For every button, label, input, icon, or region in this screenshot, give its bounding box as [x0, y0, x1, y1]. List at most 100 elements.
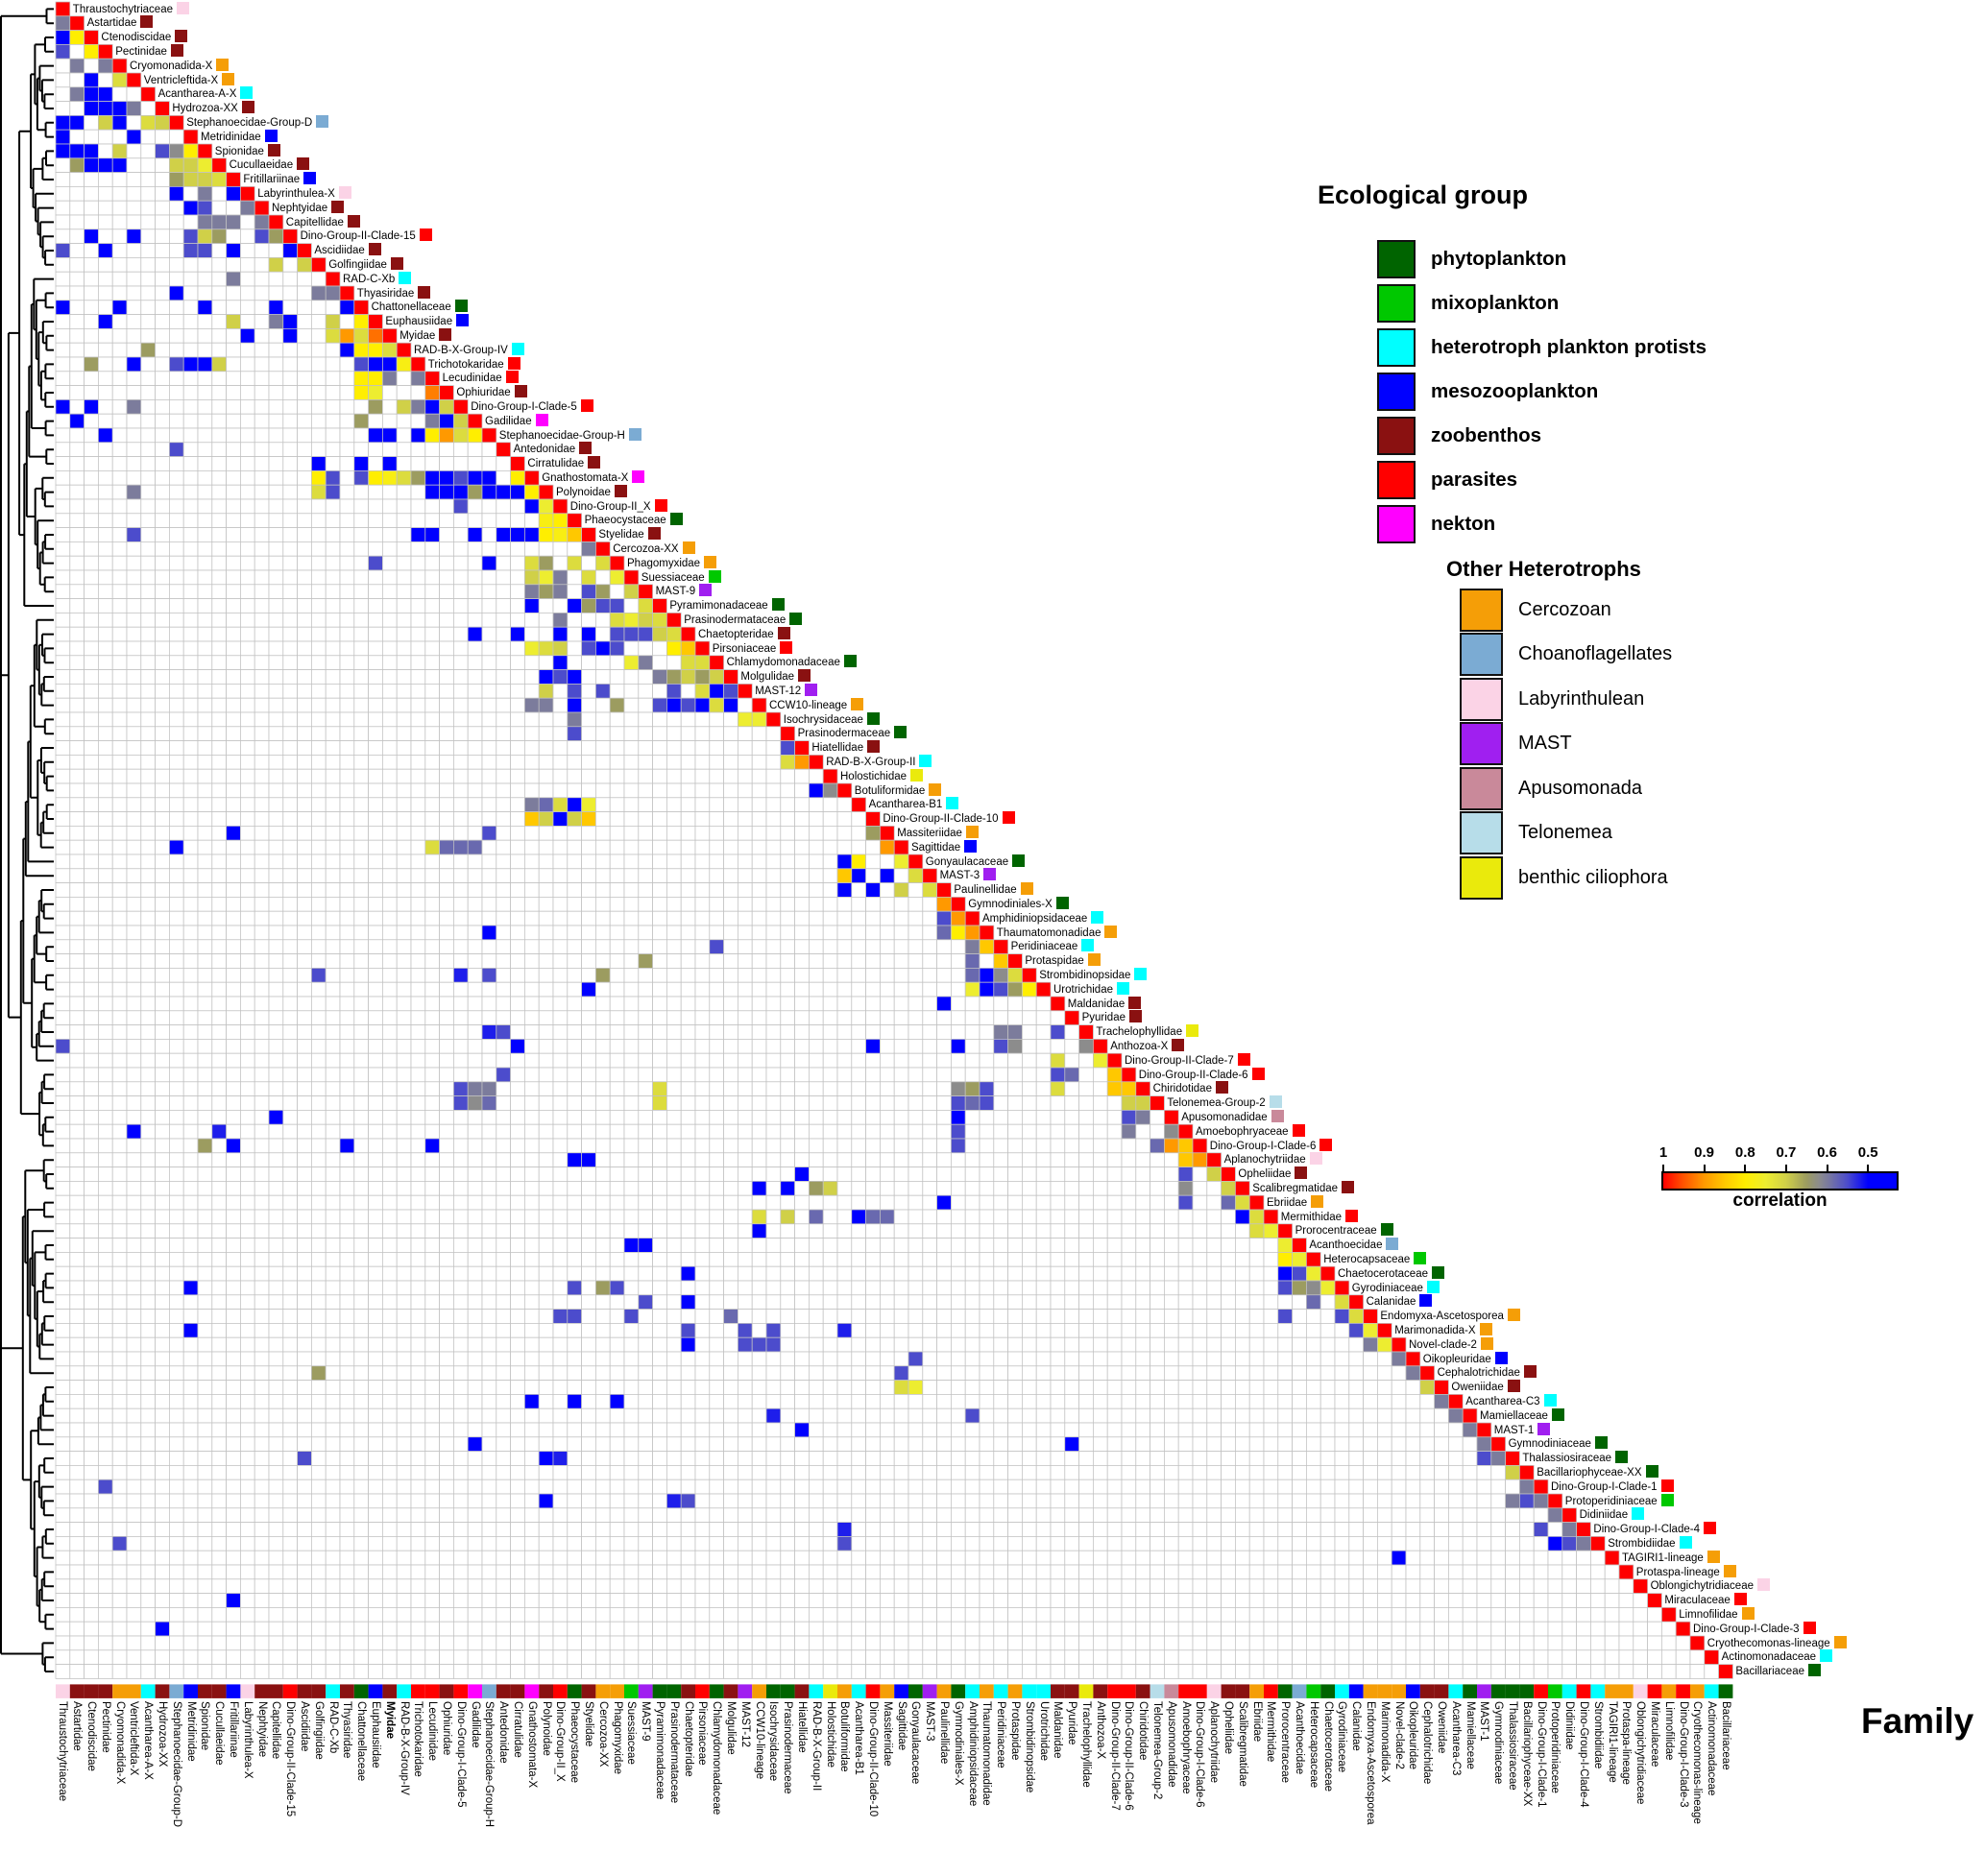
heatmap-cell [836, 1138, 853, 1154]
heatmap-cell [567, 1238, 582, 1253]
heatmap-cell [126, 513, 142, 528]
heatmap-cell [680, 755, 696, 770]
heatmap-cell [851, 1209, 866, 1225]
heatmap-cell [880, 953, 895, 969]
heatmap-cell [623, 953, 640, 969]
heatmap-cell [197, 1252, 213, 1267]
heatmap-cell [1150, 1265, 1165, 1282]
heatmap-cell [439, 1166, 454, 1182]
heatmap-cell [182, 910, 199, 926]
heatmap-cell [297, 1039, 312, 1054]
heatmap-cell [297, 1265, 312, 1282]
heatmap-cell [979, 981, 995, 998]
heatmap-cell [951, 996, 966, 1012]
heatmap-cell [1050, 1095, 1066, 1111]
heatmap-cell [510, 1024, 525, 1040]
heatmap-cell [1192, 1181, 1208, 1196]
heatmap-cell [738, 882, 753, 898]
heatmap-cell [709, 1166, 724, 1182]
heatmap-cell [226, 910, 241, 926]
heatmap-cell [652, 925, 667, 941]
heatmap-cell [1306, 1351, 1321, 1367]
heatmap-cell [738, 1123, 753, 1140]
heatmap-cell [311, 1039, 327, 1054]
heatmap-cell [69, 826, 85, 841]
heatmap-cell [254, 1123, 270, 1140]
heatmap-cell [453, 826, 469, 841]
heatmap-cell [481, 981, 497, 998]
heatmap-cell [595, 968, 611, 983]
heatmap-cell [69, 1336, 85, 1353]
heatmap-cell [98, 996, 113, 1012]
heatmap-cell [84, 243, 99, 258]
heatmap-cell [439, 427, 454, 444]
heatmap-cell [595, 797, 611, 812]
heatmap-cell [552, 1380, 569, 1395]
heatmap-cell [1248, 1223, 1265, 1239]
heatmap-cell [723, 1365, 738, 1381]
heatmap-cell [182, 1166, 199, 1182]
heatmap-cell [623, 1152, 640, 1167]
heatmap-cell [851, 1394, 866, 1409]
heatmap-cell [84, 897, 99, 912]
heatmap-cell [126, 826, 142, 841]
heatmap-cell [809, 1351, 824, 1367]
heatmap-cell [1334, 1394, 1350, 1409]
heatmap-cell [453, 1252, 469, 1267]
heatmap-cell [1248, 1238, 1265, 1253]
heatmap-cell [680, 1024, 696, 1040]
heatmap-cell [140, 839, 156, 855]
heatmap-cell [893, 925, 909, 941]
heatmap-cell [581, 598, 596, 613]
heatmap-cell [410, 684, 426, 699]
heatmap-cell [182, 498, 199, 515]
heatmap-cell [567, 1010, 582, 1025]
heatmap-cell [1035, 1166, 1052, 1182]
heatmap-cell [809, 1039, 824, 1054]
heatmap-cell [211, 1123, 227, 1140]
heatmap-cell [1007, 1265, 1023, 1282]
heatmap-cell [55, 1407, 71, 1424]
heatmap-cell [353, 1039, 369, 1054]
heatmap-cell [396, 456, 412, 471]
heatmap-cell [552, 981, 569, 998]
heatmap-cell [467, 1309, 483, 1324]
heatmap-cell [353, 1052, 369, 1069]
heatmap-cell [1150, 1223, 1165, 1239]
heatmap-cell [822, 1039, 838, 1054]
heatmap-cell [297, 726, 312, 741]
heatmap-cell [709, 1024, 724, 1040]
heatmap-cell [738, 755, 753, 770]
heatmap-cell [1135, 1336, 1150, 1353]
heatmap-cell [609, 996, 625, 1012]
heatmap-cell [822, 882, 838, 898]
heatmap-cell [822, 811, 838, 827]
heatmap-cell [311, 456, 327, 471]
heatmap-cell [723, 1265, 738, 1282]
heatmap-cell [182, 1223, 199, 1239]
heatmap-cell [765, 797, 782, 812]
heatmap-cell [1292, 1394, 1307, 1409]
heatmap-cell [226, 669, 241, 685]
heatmap-cell [126, 484, 142, 500]
heatmap-cell [98, 569, 113, 586]
heatmap-cell [666, 1238, 682, 1253]
diagonal-cell [254, 200, 270, 216]
heatmap-cell [738, 826, 753, 841]
heatmap-cell [382, 1209, 398, 1225]
heatmap-cell [396, 1209, 412, 1225]
heatmap-cell [595, 826, 611, 841]
heatmap-cell [993, 1365, 1008, 1381]
heatmap-cell [410, 755, 426, 770]
heatmap-cell [69, 172, 85, 187]
heatmap-cell [396, 1323, 412, 1338]
heatmap-cell [353, 782, 369, 799]
heatmap-cell [1078, 1294, 1094, 1310]
diagonal-cell [951, 897, 966, 912]
heatmap-cell [908, 1294, 924, 1310]
heatmap-cell [694, 1110, 711, 1125]
heatmap-cell [481, 897, 497, 912]
heatmap-cell [552, 584, 569, 599]
heatmap-cell [297, 314, 312, 329]
heatmap-cell [638, 1010, 653, 1025]
